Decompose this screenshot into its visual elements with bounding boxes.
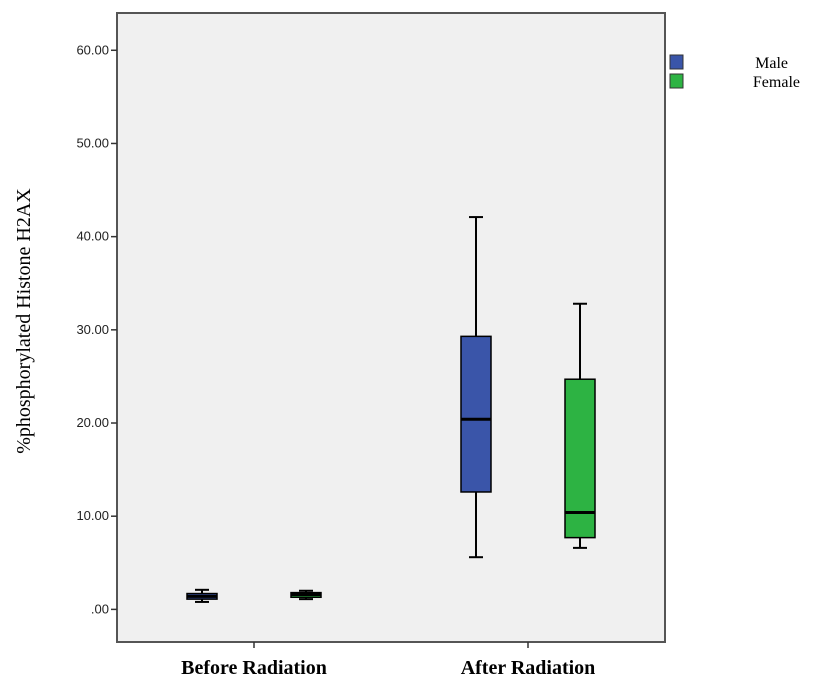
x-axis: Before Radiation After Radiation	[181, 642, 595, 679]
legend-swatch-male	[669, 54, 684, 70]
y-tick-label: 20.00	[76, 415, 109, 430]
y-axis: .00 10.00 20.00 30.00 40.00 50.00 60.00	[76, 42, 117, 616]
y-tick-label: 30.00	[76, 322, 109, 337]
x-category-label: Before Radiation	[181, 657, 327, 679]
y-tick-label: 10.00	[76, 508, 109, 523]
legend-label-female: Female	[753, 74, 800, 91]
x-category-label: After Radiation	[461, 657, 596, 679]
legend: Male Female	[669, 54, 800, 91]
box-iqr	[460, 335, 492, 493]
y-axis-label: %phosphorylated Histone H2AX	[13, 188, 35, 454]
box-male-after-radiation	[460, 216, 492, 559]
legend-label-male: Male	[755, 55, 788, 72]
y-tick-label: 60.00	[76, 42, 109, 57]
y-tick-label: .00	[91, 601, 109, 616]
box-female-before-radiation	[290, 589, 322, 601]
boxes	[186, 216, 596, 603]
box-female-after-radiation	[564, 302, 596, 549]
y-tick-label: 50.00	[76, 135, 109, 150]
box-male-before-radiation	[186, 588, 218, 603]
legend-swatch-female	[669, 73, 684, 89]
y-tick-label: 40.00	[76, 229, 109, 244]
